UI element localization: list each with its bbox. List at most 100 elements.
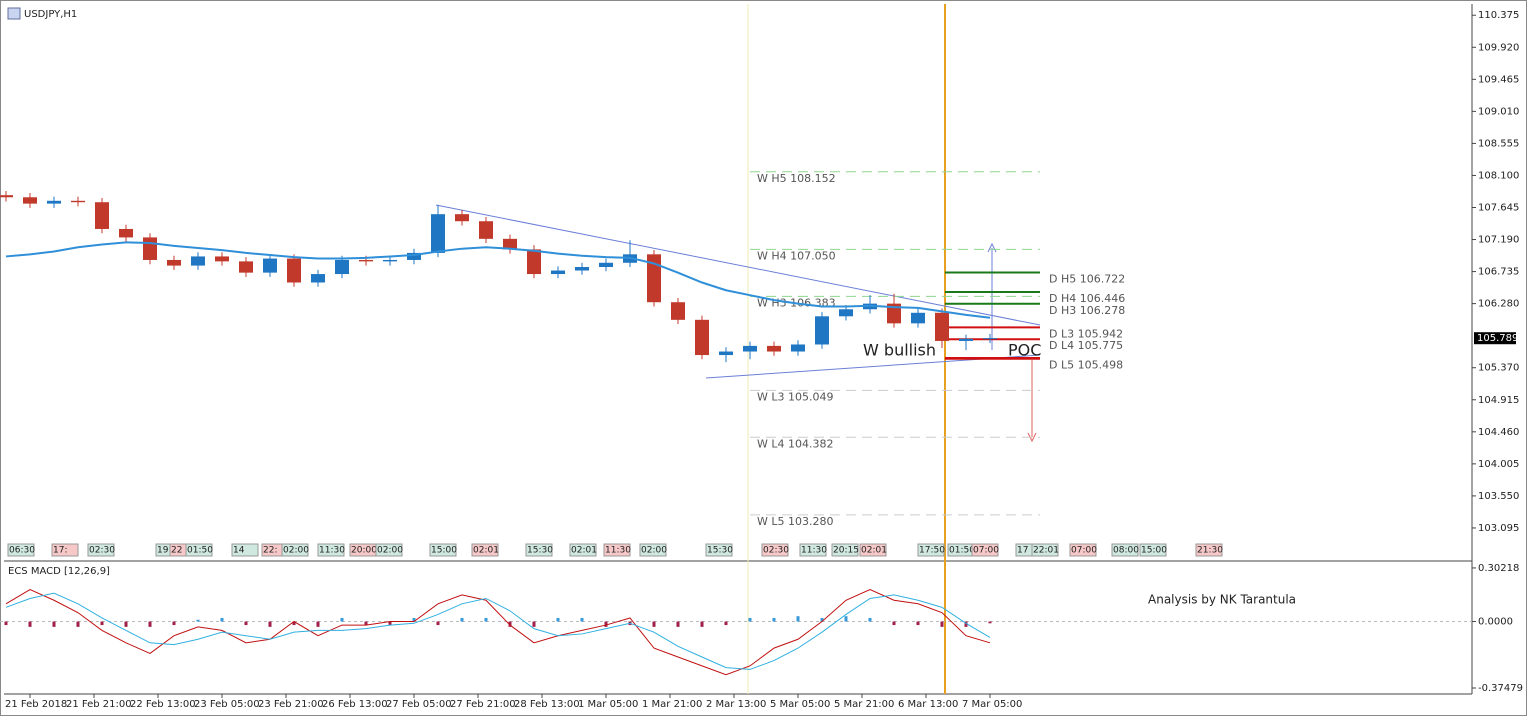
x-tick-label: 27 Feb 21:00 [450,699,516,710]
candle-body [695,319,709,356]
macd-histogram-bar [172,621,176,626]
macd-histogram-bar [892,621,896,626]
candle-body [383,259,397,262]
session-label-bg [471,543,499,557]
session-label: 22 [171,546,182,556]
candle-body [527,249,541,275]
y-tick-label: 107.645 [1478,202,1519,213]
current-price-box [1474,332,1516,345]
current-price-label: 105.789 [1477,333,1518,344]
x-tick-label: 1 Mar 05:00 [578,699,638,710]
session-label: 02:01 [473,546,499,556]
macd-histogram-bar [676,621,680,627]
macd-histogram-bar [532,621,536,627]
macd-histogram-bar [124,621,128,627]
macd-y-tick-label: 0.0000 [1478,617,1513,628]
macd-histogram-bar [916,621,920,626]
candle-body [719,351,733,356]
candle-body [335,259,349,275]
weekly-level-label: W H4 107.050 [757,249,836,262]
session-label: 02:30 [763,546,789,556]
session-label: 11:30 [605,546,631,556]
daily-level-label: D H5 106.722 [1049,272,1125,285]
daily-level-label: D H4 106.446 [1049,292,1125,305]
daily-level-label: D H3 106.278 [1049,304,1125,317]
x-tick-label: 1 Mar 21:00 [642,699,702,710]
daily-level-label: D L5 105.498 [1049,359,1123,372]
indicator-note: Analysis by NK Tarantula [1148,593,1296,607]
x-tick-label: 22 Feb 13:00 [130,699,196,710]
session-label: 02:30 [89,546,115,556]
y-tick-label: 106.735 [1478,267,1519,278]
macd-histogram-bar [652,621,656,627]
x-tick-label: 23 Feb 21:00 [258,699,324,710]
candle-body [887,303,901,324]
session-label-bg [7,543,35,557]
weekly-level-label: W H5 108.152 [757,172,836,185]
session-label-bg [1031,543,1059,557]
candle-body [71,200,85,203]
y-tick-label: 103.550 [1478,491,1519,502]
session-label: 11:30 [319,546,345,556]
session-label-bg [917,543,945,557]
macd-histogram-bar [388,621,392,626]
candle-body [263,258,277,273]
y-tick-label: 107.190 [1478,235,1519,246]
x-tick-label: 21 Feb 21:00 [66,699,132,710]
session-label-bg [1195,543,1223,557]
session-label: 20:15 [833,546,859,556]
session-label: 15:00 [431,546,457,556]
session-label-bg [1111,543,1139,557]
macd-histogram-bar [148,621,152,627]
annotation: W bullish [863,341,936,360]
session-label: 02:00 [377,546,403,556]
y-tick-label: 109.920 [1478,42,1519,53]
y-tick-label: 104.460 [1478,427,1519,438]
daily-level-label: D L3 105.942 [1049,327,1123,340]
session-label: 02:01 [861,546,887,556]
session-label-bg [1139,543,1167,557]
session-label: 02:00 [641,546,667,556]
session-label-bg [51,543,79,557]
macd-histogram-bar [964,621,968,627]
session-label-bg [1069,543,1097,557]
macd-histogram-bar [436,621,440,626]
chart-icon [7,7,21,20]
session-label: 11:30 [801,546,827,556]
candle-body [23,197,37,204]
macd-histogram-bar [724,621,728,626]
session-label-bg [639,543,667,557]
y-tick-label: 108.555 [1478,138,1519,149]
session-label-bg [971,543,999,557]
candle-body [311,274,325,283]
candle-body [647,254,661,303]
macd-histogram-bar [244,621,248,626]
candle-body [791,344,805,352]
session-label-bg [705,543,733,557]
macd-histogram-bar [844,616,848,622]
session-label-bg [281,543,309,557]
session-label: 22: [263,546,277,556]
daily-level-label: D L4 105.775 [1049,339,1123,352]
macd-histogram-bar [292,621,296,626]
candle-body [575,267,589,271]
candle-body [959,338,973,341]
macd-histogram-bar [700,621,704,627]
session-label: 21:30 [1197,546,1223,556]
session-label-bg [525,543,553,557]
session-label: 20:00 [351,546,377,556]
candle-body [479,221,493,239]
x-tick-label: 5 Mar 05:00 [770,699,830,710]
y-tick-label: 106.280 [1478,299,1519,310]
macd-histogram-bar [100,621,104,626]
candle-body [0,195,13,198]
session-label-bg [603,543,631,557]
x-tick-label: 2 Mar 13:00 [706,699,766,710]
macd-histogram-bar [604,621,608,627]
candle-body [911,312,925,324]
macd-histogram-bar [316,621,320,627]
macd-histogram-bar [748,617,752,622]
session-label-bg [317,543,345,557]
candle-body [239,261,253,273]
